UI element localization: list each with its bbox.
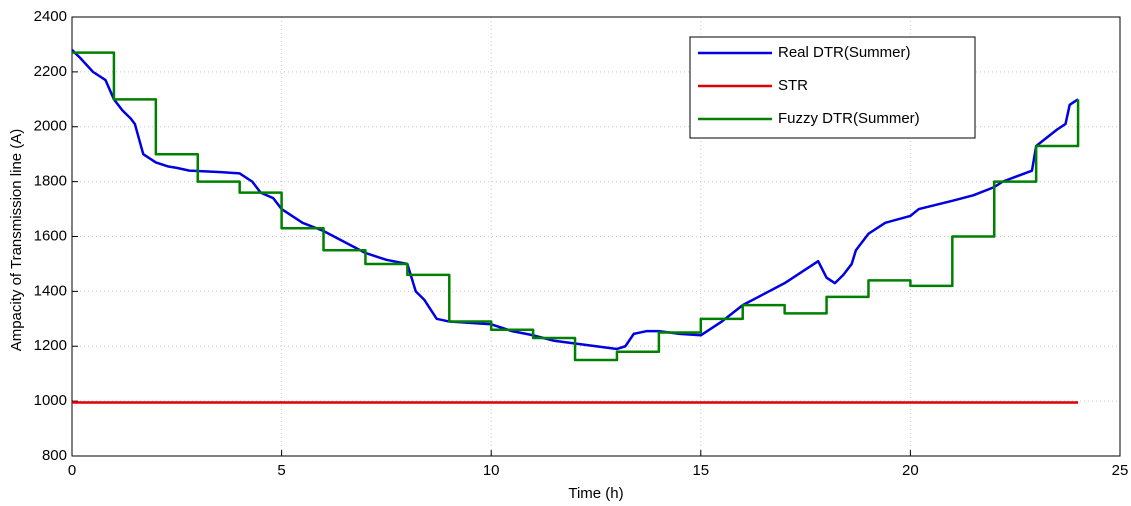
legend-label: STR [778,77,808,94]
legend-label: Real DTR(Summer) [778,44,911,61]
series-line [72,51,1080,362]
y-axis-label: Ampacity of Transmission line (A) [8,129,25,352]
axes-box [71,16,1121,457]
y-tick-label: 1400 [34,282,67,299]
x-axis-label: Time (h) [568,485,623,502]
y-tick-label: 1800 [34,173,67,190]
y-tick-label: 800 [42,447,67,464]
x-tick-label: 25 [1112,462,1129,479]
y-tick-label: 2000 [34,118,67,135]
x-tick-label: 15 [692,462,709,479]
legend-label: Fuzzy DTR(Summer) [778,110,920,127]
y-tick-label: 1600 [34,227,67,244]
y-tick-label: 1000 [34,392,67,409]
x-tick-label: 5 [277,462,285,479]
y-tick-label: 2200 [34,63,67,80]
x-tick-label: 0 [68,462,76,479]
x-tick-label: 20 [902,462,919,479]
y-tick-label: 2400 [34,8,67,25]
x-tick-label: 10 [483,462,500,479]
y-tick-label: 1200 [34,337,67,354]
